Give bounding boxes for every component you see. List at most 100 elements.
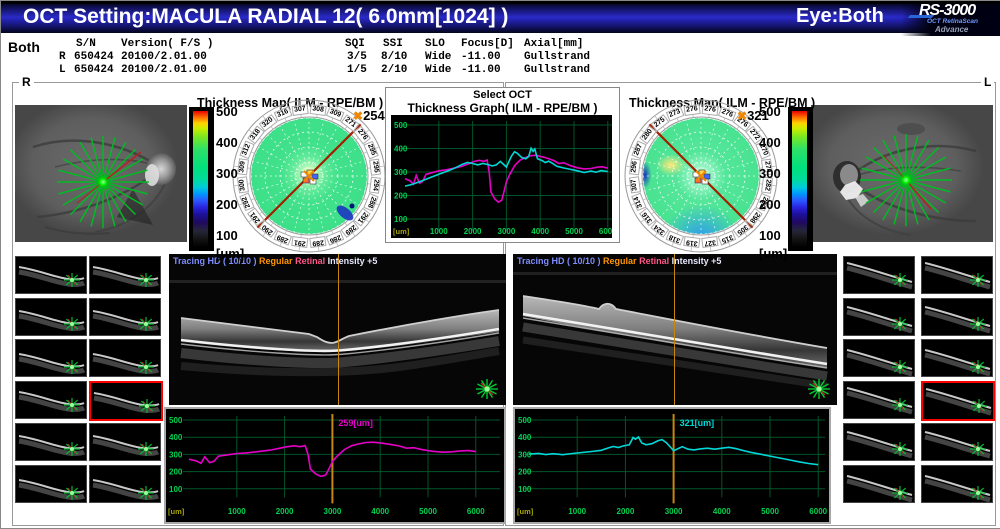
svg-text:300: 300 [169, 450, 183, 459]
bscan-thumbnail[interactable] [843, 339, 915, 378]
colorbar-tick-label: 200 [216, 197, 238, 212]
bscan-thumbnail[interactable] [89, 297, 161, 336]
svg-text:4000: 4000 [371, 507, 389, 516]
colorbar-tick-label: 500 [216, 104, 238, 119]
ring-sector-value: 276 [701, 103, 719, 116]
eye-mode-indicator: Both [8, 39, 40, 55]
row-l-sqi: 1/5 [347, 64, 367, 76]
row-r-sqi: 3/5 [347, 51, 367, 63]
left-eye-frame-label: L [981, 75, 995, 89]
svg-text:400: 400 [394, 145, 408, 154]
svg-text:5000: 5000 [565, 227, 583, 236]
left-map-blue-patch [643, 162, 651, 188]
bscan-thumbnail[interactable] [89, 422, 161, 461]
row-r-slo: Wide [425, 51, 452, 63]
bscan-thumbnail[interactable] [921, 339, 993, 378]
left-map-center-marker: ✖321 [737, 107, 769, 125]
svg-text:3000: 3000 [498, 227, 516, 236]
intensity-label: Intensity +5 [327, 256, 378, 266]
col-slo: SLO [425, 38, 445, 50]
bscan-thumbnail[interactable] [843, 297, 915, 336]
tracing-hd-label: Tracing HD ( 10/10 ) [173, 256, 257, 266]
colorbar-tick-label: 400 [216, 135, 238, 150]
svg-text:321[um]: 321[um] [680, 418, 715, 428]
bscan-thumbnail[interactable] [89, 464, 161, 503]
left-map-warm-spot [656, 154, 686, 176]
col-ssi: SSI [383, 38, 403, 50]
row-r-ssi: 8/10 [381, 51, 408, 63]
svg-text:1000: 1000 [430, 227, 448, 236]
intensity-label: Intensity +5 [671, 256, 722, 266]
bscan-thumbnail[interactable] [15, 339, 87, 378]
colorbar-tick-label: 500 [759, 104, 781, 119]
ring-sector-value: 308 [309, 103, 327, 116]
ring-sector-value: 300 [236, 176, 249, 194]
colorbar-unit-label: [um] [216, 246, 245, 261]
col-sn: S/N [76, 38, 96, 50]
scan-position-marker-icon [808, 379, 830, 399]
bscan-thumbnail[interactable] [921, 381, 995, 422]
bscan-thumbnail[interactable] [843, 256, 915, 294]
left-eye-thickness-profile: 500 400 300 200 100 1000 2000 3000 4000 5000 6000 [… [517, 414, 828, 516]
svg-text:400: 400 [518, 433, 532, 442]
tracing-hd-label: Tracing HD ( 10/10 ) [517, 256, 601, 266]
bscan-thumbnail[interactable] [15, 422, 87, 461]
colorbar-unit-label: [um] [759, 246, 788, 261]
bscan-status-line: Tracing HD ( 10/10 ) Regular Retinal Int… [517, 256, 721, 266]
brand-logo-subtitle2: Advance [935, 25, 969, 34]
bscan-cursor-line [338, 254, 339, 405]
right-eye-thickness-profile: 500 400 300 200 100 1000 2000 3000 4000 5000 6000 [… [168, 414, 500, 516]
svg-text:100: 100 [518, 485, 532, 494]
colorbar-tick-label: 100 [216, 228, 238, 243]
bscan-thumbnail[interactable] [89, 339, 161, 378]
svg-text:300: 300 [518, 450, 532, 459]
select-oct-panel: Select OCT Thickness Graph( ILM - RPE/BM… [385, 87, 620, 243]
svg-text:2000: 2000 [276, 507, 294, 516]
logo-backdrop [901, 4, 1000, 36]
svg-text:200: 200 [394, 192, 408, 201]
bscan-thumbnail[interactable] [921, 464, 993, 503]
svg-text:200: 200 [169, 468, 183, 477]
svg-text:3000: 3000 [665, 507, 683, 516]
bscan-thumbnail[interactable] [15, 381, 87, 420]
bscan-thumbnail[interactable] [843, 381, 915, 420]
bscan-thumbnail[interactable] [15, 256, 87, 294]
row-r-axial: Gullstrand [524, 51, 591, 63]
row-l-slo: Wide [425, 64, 452, 76]
bscan-thumbnail[interactable] [15, 464, 87, 503]
bscan-thumbnail[interactable] [15, 297, 87, 336]
bscan-thumbnail[interactable] [89, 256, 161, 294]
row-l-eye: L [59, 64, 66, 76]
right-map-center-marker: ✖254 [353, 107, 385, 125]
scan-target-label: Retinal [295, 256, 326, 266]
row-l-version: 20100/2.01.00 [121, 64, 207, 76]
right-colorbar-strip [189, 107, 214, 251]
scan-mode-label: Regular [259, 256, 293, 266]
bscan-thumbnail[interactable] [843, 422, 915, 461]
left-colorbar-strip [788, 107, 813, 251]
bscan-thumbnail[interactable] [921, 297, 993, 336]
bscan-thumbnail[interactable] [921, 256, 993, 294]
bscan-thumbnail[interactable] [921, 422, 993, 461]
svg-text:100: 100 [394, 215, 408, 224]
crosshair-marker-icon: ✖ [353, 109, 364, 123]
scan-position-marker-icon [476, 379, 498, 399]
row-r-focus: -11.00 [461, 51, 501, 63]
thickness-colorbar [193, 111, 208, 247]
bscan-thumbnail[interactable] [89, 381, 163, 422]
svg-text:259[um]: 259[um] [338, 418, 373, 428]
colorbar-tick-label: 200 [759, 197, 781, 212]
radial-scan-pattern [57, 136, 149, 228]
svg-text:200: 200 [518, 468, 532, 477]
svg-text:6000: 6000 [599, 227, 612, 236]
colorbar-tick-label: 400 [759, 135, 781, 150]
col-axial: Axial[mm] [524, 38, 584, 50]
right-eye-frame-label: R [19, 75, 34, 89]
left-eye-thickness-profile-panel: 500 400 300 200 100 1000 2000 3000 4000 5000 6000 [… [513, 407, 831, 524]
bscan-thumbnail[interactable] [843, 464, 915, 503]
left-map-center-value: 321 [747, 108, 769, 123]
col-focus: Focus[D] [461, 38, 514, 50]
right-eye-bscan-image: Tracing HD ( 10/10 ) Regular Retinal Int… [169, 254, 506, 405]
ring-sector-value: 307 [291, 103, 309, 116]
thickness-graph-both-eyes: 500 400 300 200 100 1000 2000 3000 4000 5000 6000 [… [391, 115, 612, 238]
